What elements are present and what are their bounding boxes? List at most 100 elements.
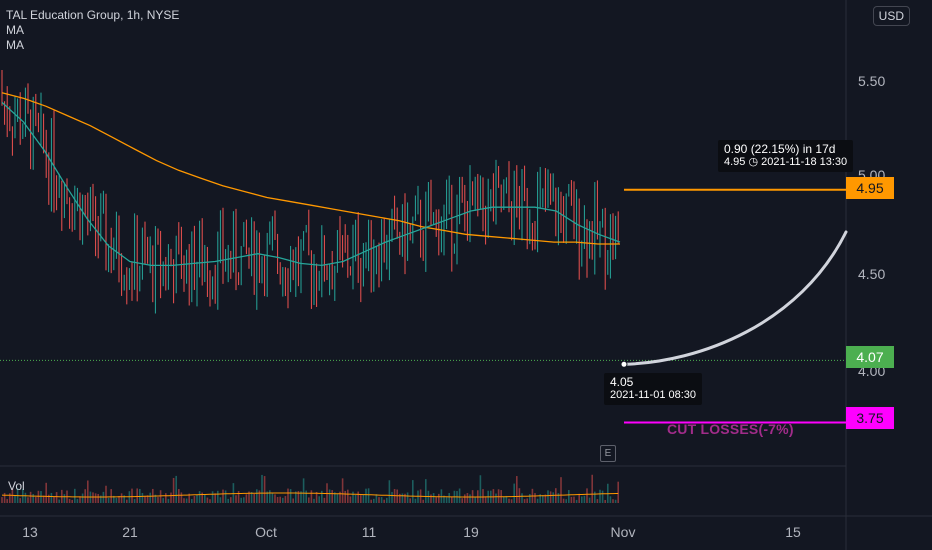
volume-bar bbox=[224, 490, 227, 503]
volume-bar bbox=[534, 493, 536, 503]
volume-bar bbox=[601, 490, 604, 503]
volume-bar bbox=[209, 499, 211, 503]
time-tick: Nov bbox=[610, 524, 636, 540]
volume-bar bbox=[529, 494, 531, 503]
volume-bar bbox=[232, 483, 235, 503]
volume-bar bbox=[24, 492, 27, 503]
volume-bar bbox=[276, 496, 279, 503]
volume-bar bbox=[250, 492, 253, 503]
volume-bar bbox=[32, 494, 34, 503]
volume-bar bbox=[292, 498, 294, 503]
volume-bar bbox=[211, 491, 214, 503]
volume-bar bbox=[100, 495, 102, 503]
volume-bar bbox=[474, 497, 476, 503]
volume-bar bbox=[406, 492, 409, 503]
volume-bar bbox=[503, 496, 505, 503]
volume-bar bbox=[547, 490, 549, 503]
projection-start-date: 2021-11-01 08:30 bbox=[610, 389, 697, 401]
volume-bar bbox=[523, 499, 526, 503]
symbol-title[interactable]: TAL Education Group, 1h, NYSE bbox=[6, 8, 180, 22]
volume-bar bbox=[388, 480, 391, 503]
volume-bar bbox=[373, 498, 375, 503]
price-tick: 4.50 bbox=[858, 266, 886, 282]
volume-bar bbox=[235, 495, 237, 503]
volume-bar bbox=[360, 495, 362, 503]
volume-bar bbox=[482, 489, 484, 503]
candles bbox=[1, 69, 619, 314]
volume-bar bbox=[256, 489, 258, 503]
time-tick: Oct bbox=[255, 524, 277, 540]
volume-bar bbox=[617, 481, 619, 503]
volume-bar bbox=[479, 475, 482, 503]
projection-start-tooltip: 4.05 2021-11-01 08:30 bbox=[604, 373, 703, 405]
volume-bar bbox=[204, 494, 206, 503]
volume-bar bbox=[165, 493, 167, 503]
cut-losses-annotation[interactable]: CUT LOSSES(-7%) bbox=[667, 421, 794, 437]
ma-legend-2[interactable]: MA bbox=[6, 38, 24, 52]
volume-bar bbox=[113, 495, 115, 503]
volume-bar bbox=[240, 497, 242, 503]
volume-bar bbox=[599, 489, 601, 503]
volume-bar bbox=[365, 488, 367, 503]
volume-bar bbox=[560, 477, 562, 503]
volume-bar bbox=[404, 493, 406, 503]
volume-bar bbox=[40, 491, 42, 503]
volume-bar bbox=[258, 490, 261, 503]
volume-label[interactable]: Vol bbox=[8, 479, 25, 493]
time-tick: 21 bbox=[122, 524, 138, 540]
volume-bar bbox=[227, 498, 229, 503]
volume-bar bbox=[141, 492, 144, 503]
volume-bar bbox=[412, 480, 414, 503]
volume-bar bbox=[401, 493, 404, 503]
volume-bar bbox=[518, 488, 521, 503]
volume-bar bbox=[123, 495, 125, 503]
volume-bar bbox=[170, 492, 172, 503]
volume-bar bbox=[126, 499, 128, 503]
volume-bar bbox=[378, 497, 380, 503]
volume-bar bbox=[497, 489, 500, 503]
volume-bar bbox=[357, 491, 359, 503]
volume-bar bbox=[9, 493, 11, 503]
volume-bar bbox=[29, 491, 32, 503]
projection-target-tooltip: 0.90 (22.15%) in 17d 4.95 ◷ 2021-11-18 1… bbox=[718, 140, 854, 172]
volume-bar bbox=[55, 492, 58, 503]
ma-legend-1[interactable]: MA bbox=[6, 23, 24, 37]
volume-bar bbox=[464, 494, 466, 503]
projection-curve[interactable] bbox=[622, 230, 848, 366]
volume-bar bbox=[536, 498, 539, 503]
volume-bar bbox=[432, 493, 435, 503]
stop-price-label: 3.75 bbox=[846, 407, 894, 429]
volume-bar bbox=[352, 491, 354, 503]
currency-button[interactable]: USD bbox=[872, 6, 910, 26]
volume-bar bbox=[448, 493, 450, 503]
volume-bar bbox=[146, 495, 149, 503]
volume-bar bbox=[115, 498, 118, 503]
volume-bar bbox=[383, 499, 385, 503]
volume-bar bbox=[287, 488, 289, 503]
projection-start-point[interactable] bbox=[620, 360, 628, 368]
volume-bar bbox=[495, 493, 497, 503]
volume-bar bbox=[94, 493, 97, 503]
volume-bar bbox=[349, 496, 352, 503]
volume-bar bbox=[425, 479, 427, 503]
volume-ma-line bbox=[1, 492, 619, 498]
volume-bar bbox=[27, 497, 29, 503]
volume-bar bbox=[274, 494, 276, 503]
volume-bar bbox=[76, 499, 79, 503]
volume-bar bbox=[375, 494, 378, 503]
volume-bar bbox=[568, 490, 570, 503]
current-price-label: 4.07 bbox=[846, 346, 894, 368]
volume-bar bbox=[440, 489, 443, 503]
volume-bar bbox=[37, 490, 40, 503]
volume-bar bbox=[422, 499, 424, 503]
volume-bar bbox=[289, 489, 292, 503]
volume-bar bbox=[508, 498, 510, 503]
volume-bar bbox=[295, 491, 297, 503]
projection-target-date: 4.95 ◷ 2021-11-18 13:30 bbox=[724, 156, 848, 168]
volume-bar bbox=[469, 494, 471, 503]
earnings-badge[interactable]: E bbox=[600, 445, 616, 462]
volume-bar bbox=[542, 495, 544, 503]
volume-bar bbox=[3, 492, 6, 503]
volume-bar bbox=[539, 494, 541, 503]
